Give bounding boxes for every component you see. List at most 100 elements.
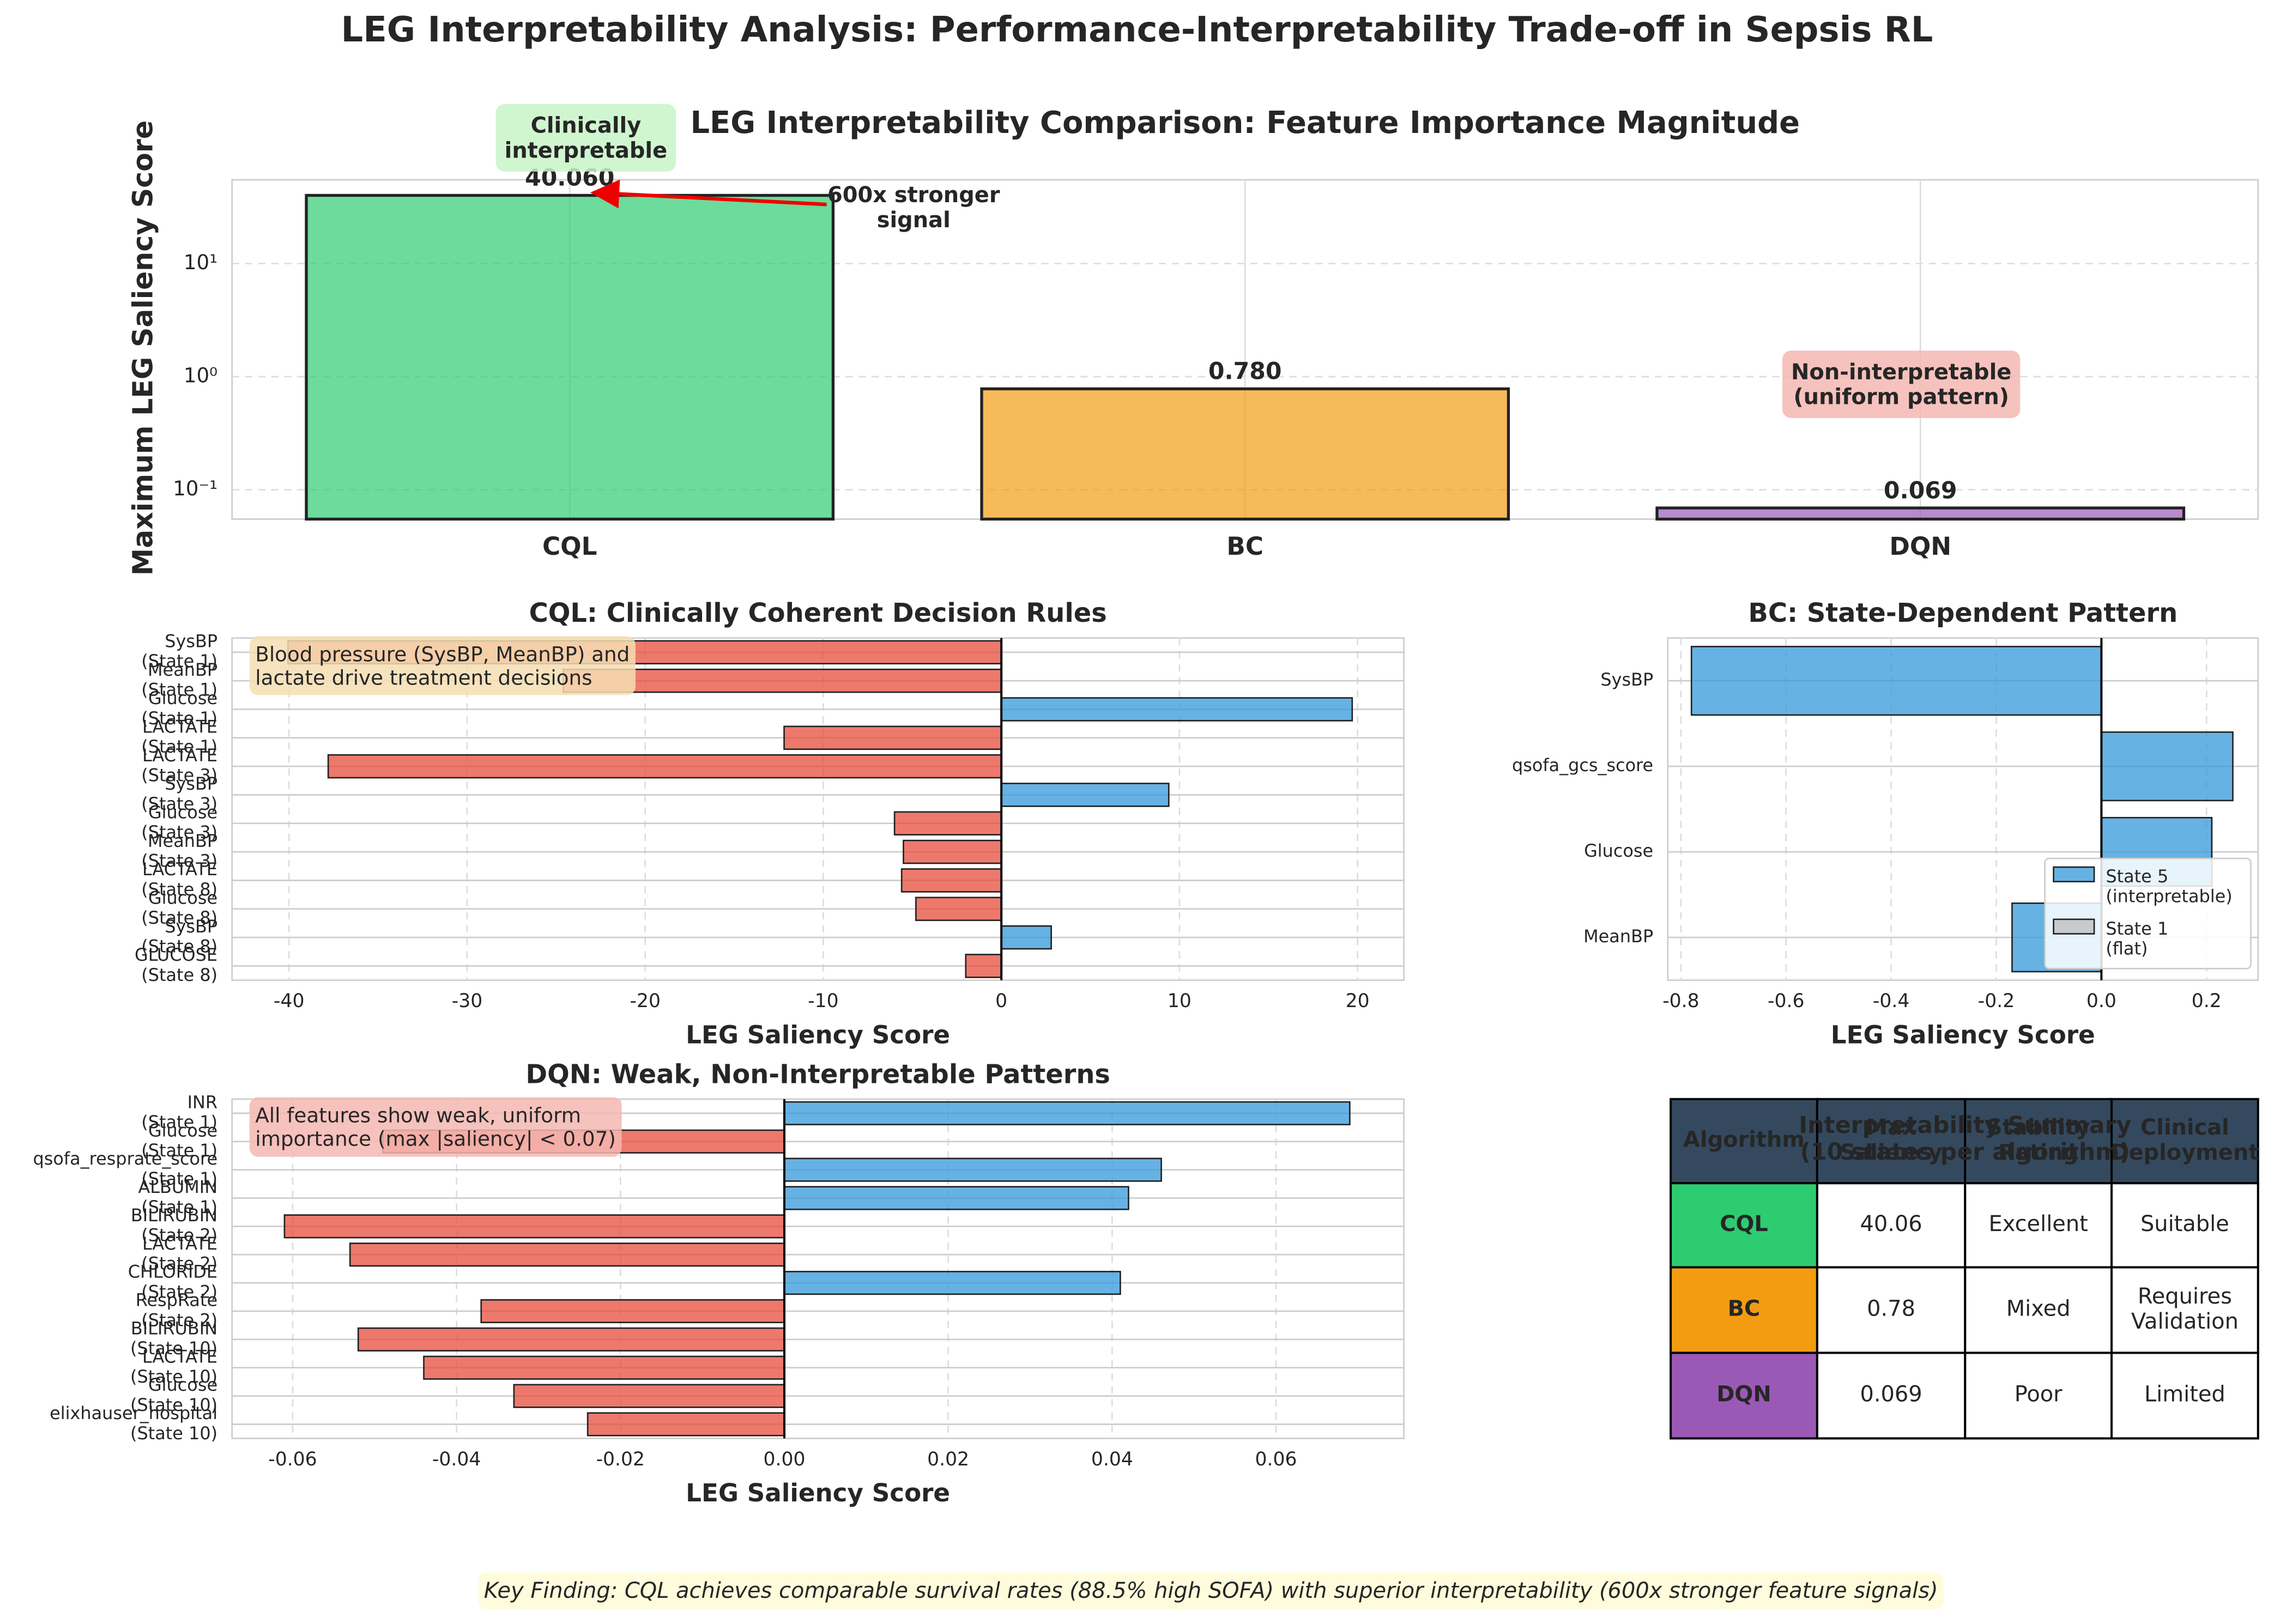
x-tick-label: -0.02: [596, 1449, 645, 1470]
annotation-arrow: [590, 179, 827, 209]
x-tick-label: 0.06: [1255, 1449, 1297, 1470]
table-header-text: Clinical Deployment: [2110, 1115, 2259, 1165]
bar: [900, 868, 1002, 893]
legend-box: [2044, 857, 2252, 969]
x-tick-label: 0.0: [2086, 990, 2116, 1012]
x-tick-label: CQL: [542, 532, 597, 561]
y-tick-label: SysBP (State 8): [141, 916, 217, 957]
y-tick-label: INR (State 1): [141, 1092, 217, 1132]
y-tick-label: LACTATE (State 1): [141, 717, 217, 758]
table-cell-text: Poor: [2015, 1381, 2063, 1407]
y-tick-label: Glucose (State 1): [141, 688, 217, 729]
y-tick-label: BILIRUBIN (State 2): [131, 1205, 217, 1246]
chart-title: DQN: Weak, Non-Interpretable Patterns: [525, 1059, 1110, 1089]
table-cell-text: 0.78: [1867, 1296, 1915, 1321]
table-cell-text: Suitable: [2140, 1211, 2229, 1237]
y-tick-label: Glucose (State 3): [141, 802, 217, 843]
x-tick-label: -10: [808, 990, 838, 1012]
x-tick-label: -30: [452, 990, 482, 1012]
x-tick-label: 0.00: [764, 1449, 806, 1470]
y-tick-label: LACTATE (State 10): [130, 1346, 217, 1387]
bar: [783, 1270, 1121, 1295]
table-header-cell: [1670, 1098, 1818, 1185]
y-tick-label: LACTATE (State 2): [141, 1233, 217, 1274]
bar: [327, 754, 1002, 779]
x-axis-label: LEG Saliency Score: [686, 1020, 950, 1049]
bar: [893, 811, 1002, 836]
chart-title: BC: State-Dependent Pattern: [1748, 598, 2178, 628]
y-tick-label: MeanBP: [1583, 926, 1653, 947]
table-cell-text: CQL: [1720, 1211, 1768, 1237]
bar: [980, 387, 1510, 521]
annotation: Clinically interpretable: [505, 113, 668, 163]
bar: [283, 1214, 785, 1239]
table-header-text: Stability Rating: [1987, 1115, 2090, 1165]
y-tick-label: Glucose (State 1): [141, 1120, 217, 1161]
bar: [783, 1158, 1162, 1182]
bar: [563, 668, 1002, 693]
x-tick-label: 0: [995, 990, 1007, 1012]
bar: [1000, 925, 1052, 950]
y-tick-label: CHLORIDE (State 2): [128, 1262, 217, 1302]
x-tick-label: 20: [1346, 990, 1370, 1012]
y-tick-label: RespRate (State 2): [136, 1290, 217, 1331]
annotation: 600x stronger signal: [827, 183, 1000, 233]
bar: [915, 896, 1002, 922]
bar: [357, 1327, 785, 1352]
value-label: 0.069: [1884, 477, 1957, 504]
table-cell: [1670, 1352, 1818, 1440]
y-tick-label: MeanBP (State 3): [141, 831, 217, 871]
x-tick-label: -0.4: [1873, 990, 1909, 1012]
y-tick-label: LACTATE (State 3): [141, 745, 217, 786]
bar: [965, 954, 1002, 978]
bar: [2101, 731, 2234, 802]
bar: [783, 1186, 1129, 1210]
table-header-text: Max Saliency: [1840, 1115, 1942, 1165]
bar: [1655, 506, 2186, 521]
table-header-cell: [2110, 1098, 2259, 1185]
annotation-box: [1782, 350, 2021, 419]
table-cell: [1964, 1182, 2113, 1269]
bar: [783, 725, 1002, 750]
table-title: Interpretability Summary (10 states per a…: [1799, 1111, 2131, 1165]
y-tick-label: LACTATE (State 8): [141, 859, 217, 900]
x-tick-label: BC: [1226, 532, 1263, 561]
y-tick-label: 10⁰: [184, 363, 217, 387]
x-tick-label: DQN: [1889, 532, 1951, 561]
table-cell: [1964, 1266, 2113, 1354]
x-tick-label: -0.6: [1768, 990, 1804, 1012]
annotation: Non-interpretable (uniform pattern): [1791, 359, 2011, 409]
bar: [903, 839, 1002, 864]
table-cell-text: BC: [1728, 1296, 1761, 1321]
y-axis-label: Maximum LEG Saliency Score: [127, 120, 159, 575]
x-tick-label: -0.04: [432, 1449, 481, 1470]
table-cell-text: DQN: [1716, 1381, 1771, 1407]
bar: [783, 1101, 1351, 1125]
footnote: Key Finding: CQL achieves comparable sur…: [484, 1578, 1938, 1603]
y-tick-label: SysBP: [1600, 669, 1653, 690]
value-label: 0.780: [1208, 358, 1282, 385]
x-tick-label: 10: [1168, 990, 1192, 1012]
y-tick-label: ALBUMIN (State 1): [138, 1177, 217, 1217]
y-tick-label: elixhauser_hospital (State 10): [50, 1403, 217, 1444]
x-tick-label: -20: [630, 990, 660, 1012]
x-tick-label: -0.8: [1662, 990, 1699, 1012]
bar: [423, 1355, 785, 1380]
y-tick-label: 10¹: [184, 250, 217, 274]
x-tick-label: -40: [274, 990, 304, 1012]
y-tick-label: Glucose (State 8): [141, 887, 217, 928]
table-header-text: Algorithm: [1683, 1127, 1805, 1152]
legend-label: State 1 (flat): [2106, 918, 2168, 959]
x-axis-label: LEG Saliency Score: [1831, 1020, 2095, 1049]
x-axis-label: LEG Saliency Score: [686, 1478, 950, 1507]
y-tick-label: 10⁻¹: [173, 476, 217, 500]
legend-swatch: [2053, 918, 2095, 935]
annotation-box: [478, 1572, 1944, 1609]
table-cell-text: Requires Validation: [2131, 1284, 2239, 1334]
figure-title: LEG Interpretability Analysis: Performan…: [341, 10, 1933, 50]
x-tick-label: -0.2: [1978, 990, 2015, 1012]
table-cell: [2110, 1352, 2259, 1440]
y-tick-label: GLUCOSE (State 8): [135, 944, 217, 985]
